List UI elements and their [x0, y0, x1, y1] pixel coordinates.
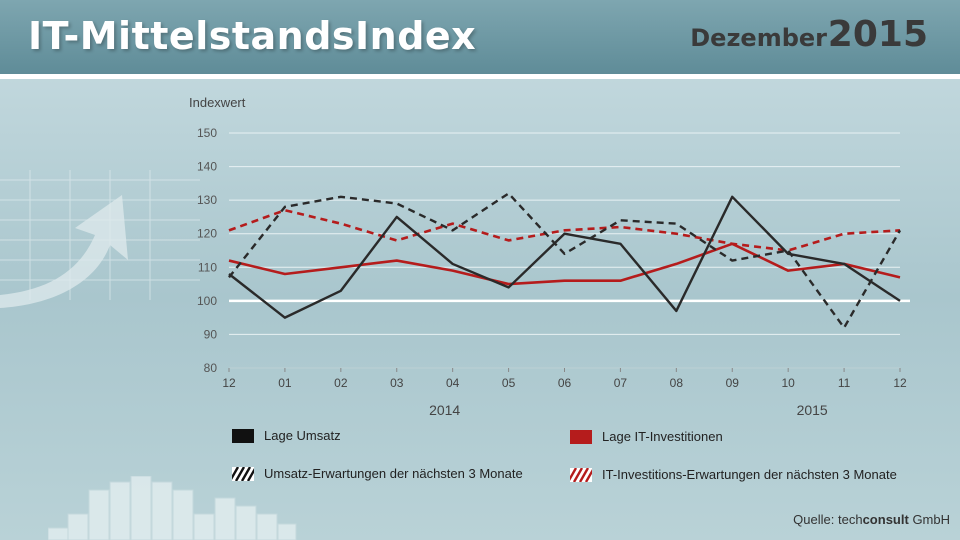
source-prefix: Quelle:: [793, 512, 835, 527]
x-tick-label: 04: [446, 376, 460, 390]
x-tick-label: 06: [558, 376, 572, 390]
source-note: Quelle: techconsult GmbH: [793, 512, 950, 527]
report-month: Dezember: [690, 24, 827, 52]
x-tick-label: 10: [781, 376, 795, 390]
legend-swatch-solid-red: [570, 429, 592, 444]
legend-label: IT-Investitions-Erwartungen der nächsten…: [602, 467, 897, 482]
y-tick-label: 130: [197, 193, 217, 207]
line-chart: 80 90 100 110 120 130 140 150 Indexwert 12 01 02 03 0…: [189, 95, 910, 418]
legend-item-lage-it-investitionen: Lage IT-Investitionen: [570, 429, 723, 444]
decorative-bars: [48, 476, 297, 540]
x-tick-label: 11: [838, 376, 851, 390]
legend-label: Umsatz-Erwartungen der nächsten 3 Monate: [264, 466, 523, 481]
header-bar: [0, 0, 960, 74]
x-tick-label: 03: [390, 376, 404, 390]
x-tick-label: 07: [614, 376, 628, 390]
y-tick-label: 120: [197, 227, 217, 241]
header-divider: [0, 74, 960, 79]
legend-label: Lage Umsatz: [264, 428, 341, 443]
y-tick-label: 100: [197, 294, 217, 308]
series-line-3: [228, 192, 902, 329]
x-tick-label: 02: [334, 376, 348, 390]
y-tick-label: 110: [198, 260, 217, 274]
y-tick-label: 150: [197, 126, 217, 140]
growth-arrow-icon: [0, 170, 200, 308]
legend-swatch-hatched-black: [232, 466, 254, 481]
source-brand-bold: consult: [862, 512, 909, 527]
source-suffix: GmbH: [912, 512, 950, 527]
source-brand-light: tech: [838, 512, 863, 527]
legend-label: Lage IT-Investitionen: [602, 429, 723, 444]
x-tick-label: 08: [670, 376, 684, 390]
legend-item-it-investitions-erwartungen: IT-Investitions-Erwartungen der nächsten…: [570, 467, 897, 482]
x-tick-label: 05: [502, 376, 516, 390]
y-axis-label: Indexwert: [189, 95, 246, 110]
series-line-1: [228, 195, 901, 319]
legend-swatch-solid-black: [232, 428, 254, 443]
legend-swatch-hatched-red: [570, 467, 592, 482]
x-tick-label: 12: [222, 376, 236, 390]
report-year: 2015: [827, 14, 928, 55]
page-title: IT-MittelstandsIndex: [28, 14, 477, 58]
legend-item-umsatz-erwartungen: Umsatz-Erwartungen der nächsten 3 Monate: [232, 466, 523, 481]
x-tick-label: 01: [278, 376, 292, 390]
x-tick-label: 09: [726, 376, 740, 390]
legend-item-lage-umsatz: Lage Umsatz: [232, 428, 341, 443]
year-label: 2014: [429, 402, 460, 418]
source-brand: techconsult: [838, 512, 909, 527]
year-label: 2015: [797, 402, 828, 418]
y-tick-label: 80: [204, 361, 218, 375]
y-tick-label: 90: [204, 327, 218, 341]
y-tick-label: 140: [197, 160, 217, 174]
x-tick-label: 12: [893, 376, 907, 390]
